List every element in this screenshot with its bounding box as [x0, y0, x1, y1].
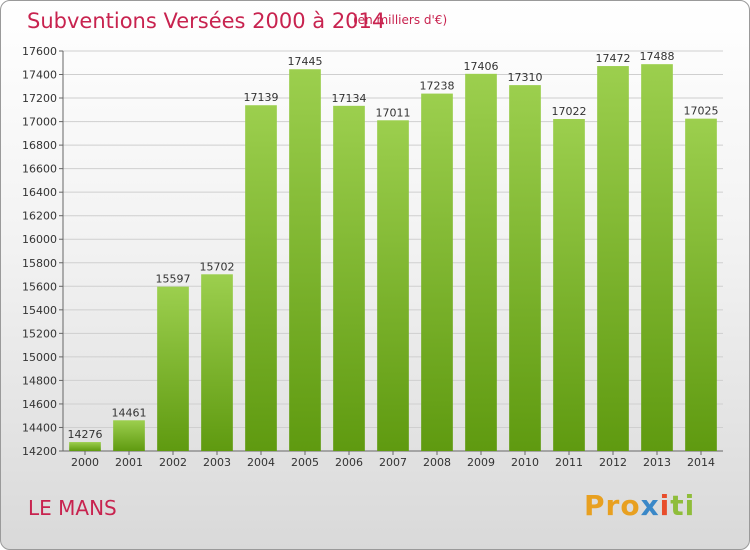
bar	[377, 120, 409, 451]
y-tick-label: 14400	[22, 421, 57, 434]
bar	[641, 64, 673, 452]
x-tick-label: 2011	[555, 456, 583, 469]
y-tick-label: 17400	[22, 69, 57, 82]
bar	[685, 118, 717, 451]
x-tick-label: 2002	[159, 456, 187, 469]
x-tick-label: 2014	[687, 456, 715, 469]
y-tick-label: 16000	[22, 233, 57, 246]
bar	[553, 119, 585, 451]
bar	[465, 73, 497, 451]
logo-part-4: ti	[670, 489, 696, 522]
labels: 14276 2000 14461 2001 15597 2002 15702 2003 1713…	[68, 50, 719, 469]
y-tick-label: 16400	[22, 186, 57, 199]
y-tick-label: 14800	[22, 374, 57, 387]
data-label: 15702	[200, 260, 235, 273]
data-label: 17488	[640, 50, 675, 63]
bar	[289, 69, 321, 451]
x-tick-label: 2001	[115, 456, 143, 469]
y-tick-label: 16800	[22, 139, 57, 152]
y-tick-label: 17200	[22, 92, 57, 105]
logo-part-3: i	[659, 489, 671, 522]
data-label: 15597	[156, 273, 191, 286]
y-tick-label: 15600	[22, 280, 57, 293]
bar	[201, 274, 233, 451]
bar	[157, 286, 189, 451]
x-tick-label: 2000	[71, 456, 99, 469]
city-name: LE MANS	[28, 496, 117, 520]
logo-part-2: x	[640, 489, 660, 522]
x-tick-label: 2004	[247, 456, 275, 469]
bars	[69, 64, 717, 452]
data-label: 17139	[244, 91, 279, 104]
x-tick-label: 2013	[643, 456, 671, 469]
data-label: 17445	[288, 55, 323, 68]
y-tick-label: 17600	[22, 45, 57, 58]
y-tick-label: 14600	[22, 398, 57, 411]
data-label: 17025	[684, 105, 719, 118]
data-label: 17022	[552, 105, 587, 118]
bar	[421, 93, 453, 452]
x-tick-label: 2010	[511, 456, 539, 469]
data-label: 17406	[464, 60, 499, 73]
proxiti-logo: Proxiti	[584, 489, 695, 522]
data-label: 17238	[420, 80, 455, 93]
bar	[597, 66, 629, 451]
y-tick-label: 15800	[22, 257, 57, 270]
data-label: 14461	[112, 406, 147, 419]
data-label: 14276	[68, 428, 103, 441]
y-tick-label: 15000	[22, 351, 57, 364]
data-label: 17134	[332, 92, 367, 105]
bar	[113, 420, 145, 451]
data-label: 17472	[596, 52, 631, 65]
y-tick-label: 16200	[22, 210, 57, 223]
bar	[509, 85, 541, 451]
x-tick-label: 2012	[599, 456, 627, 469]
data-label: 17011	[376, 106, 411, 119]
y-tick-label: 15400	[22, 304, 57, 317]
bar	[333, 105, 365, 451]
x-tick-label: 2003	[203, 456, 231, 469]
x-tick-label: 2007	[379, 456, 407, 469]
x-tick-label: 2009	[467, 456, 495, 469]
y-tick-label: 15200	[22, 327, 57, 340]
chart-title: Subventions Versées 2000 à 2014	[27, 9, 386, 33]
y-tick-label: 17000	[22, 116, 57, 129]
bar	[245, 105, 277, 451]
chart-subtitle: (en milliers d'€)	[353, 13, 448, 27]
y-tick-label: 16600	[22, 163, 57, 176]
data-label: 17310	[508, 71, 543, 84]
bar	[69, 442, 101, 451]
y-tick-label: 14200	[22, 445, 57, 458]
logo-part-1: Pro	[584, 489, 641, 522]
x-tick-label: 2005	[291, 456, 319, 469]
x-tick-label: 2008	[423, 456, 451, 469]
x-tick-label: 2006	[335, 456, 363, 469]
